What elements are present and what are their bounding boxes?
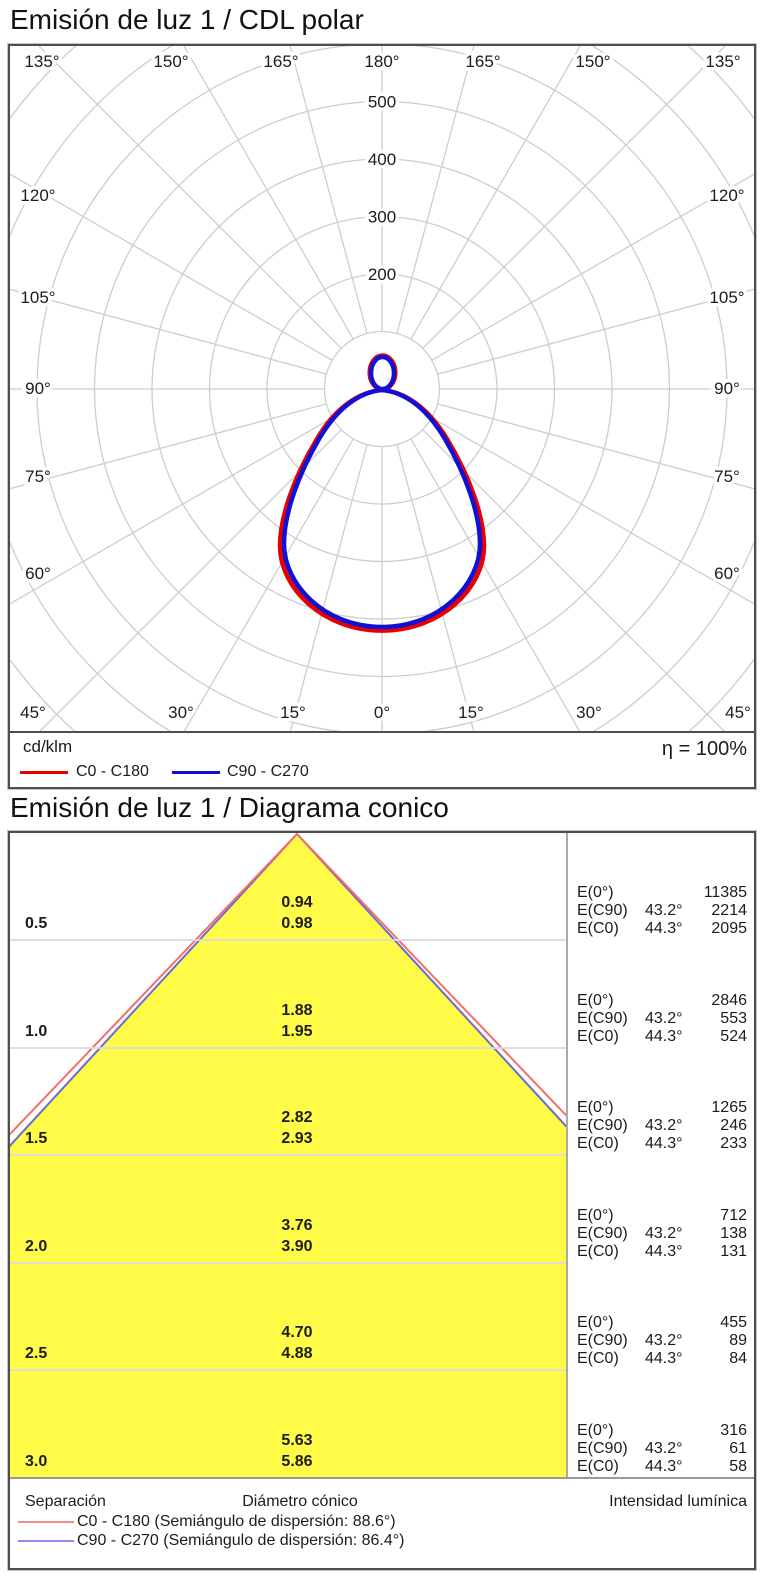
angle-label: 150° bbox=[153, 52, 188, 71]
angle-label: 60° bbox=[714, 564, 740, 583]
separation-label: 1.5 bbox=[25, 1130, 48, 1147]
ring-label-300: 300 bbox=[368, 208, 396, 227]
legend-label-c90: C90 - C270 bbox=[227, 763, 309, 780]
cone-diameter-c0: 3.90 bbox=[281, 1238, 313, 1255]
cone-diameter-c0: 4.88 bbox=[281, 1345, 313, 1362]
angle-label: 135° bbox=[705, 52, 740, 71]
ring-label-200: 200 bbox=[368, 265, 396, 284]
cone-chart-title: Emisión de luz 1 / Diagrama conico bbox=[10, 792, 449, 823]
angle-label: 30° bbox=[576, 703, 602, 722]
cone-diameter-c90: 0.94 bbox=[281, 894, 313, 911]
angle-label: 15° bbox=[280, 703, 306, 722]
polar-grid-rays bbox=[10, 46, 754, 731]
e0-label: E(0°) bbox=[577, 884, 614, 901]
polar-chart-box: 200 300 400 500 135° 150° 165° 180° 165°… bbox=[7, 43, 757, 790]
angle-label: 150° bbox=[575, 52, 610, 71]
angle-label: 165° bbox=[263, 52, 298, 71]
angle-label: 75° bbox=[714, 467, 740, 486]
illuminance-block: E(0°) 11385 E(C90) 43.2° 2214 E(C0) 44.3° 209… bbox=[577, 884, 747, 938]
angle-label: 0° bbox=[374, 703, 390, 722]
angle-label: 135° bbox=[24, 52, 59, 71]
cone-diameter-c0: 5.86 bbox=[281, 1453, 313, 1470]
legend-label-c0: C0 - C180 bbox=[76, 763, 149, 780]
cone-legend-label-c90: C90 - C270 (Semiángulo de dispersión: 86… bbox=[77, 1532, 405, 1549]
cone-legend-line-c0 bbox=[18, 1521, 74, 1523]
separation-label: 1.0 bbox=[25, 1023, 48, 1040]
polar-ring-labels: 200 300 400 500 bbox=[364, 89, 399, 288]
footer-diameter-header: Diámetro cónico bbox=[242, 1493, 358, 1510]
cone-panel-divider bbox=[566, 833, 568, 1479]
angle-label: 120° bbox=[20, 186, 55, 205]
cone-diameter-c90: 3.76 bbox=[281, 1217, 313, 1234]
ec0-value: 2095 bbox=[711, 920, 747, 937]
separation-label: 0.5 bbox=[25, 915, 48, 932]
polar-chart: 200 300 400 500 135° 150° 165° 180° 165°… bbox=[10, 46, 754, 731]
cone-separation-gridlines bbox=[10, 939, 566, 1371]
cone-diameter-c90: 5.63 bbox=[281, 1432, 313, 1449]
angle-label: 75° bbox=[25, 467, 51, 486]
angle-label: 45° bbox=[20, 703, 46, 722]
cone-diameter-c90: 1.88 bbox=[281, 1002, 313, 1019]
angle-label: 45° bbox=[725, 703, 751, 722]
illuminance-block: E(0°) 712 E(C90) 43.2° 138 E(C0) 44.3° 131 bbox=[577, 1207, 747, 1260]
ec90-label: E(C90) bbox=[577, 902, 628, 919]
separation-label: 2.0 bbox=[25, 1238, 48, 1255]
cone-diameter-c90: 2.82 bbox=[281, 1109, 313, 1126]
illuminance-block: E(0°) 316 E(C90) 43.2° 61 E(C0) 44.3° 58 bbox=[577, 1422, 747, 1475]
footer-intensity-header: Intensidad lumínica bbox=[609, 1493, 747, 1510]
angle-label: 30° bbox=[168, 703, 194, 722]
cone-chart-box: 0.5 0.94 0.98 E(0°) 11385 E(C90) 43.2° 2214… bbox=[7, 830, 757, 1571]
polar-curve-c90-c270 bbox=[281, 354, 483, 630]
cone-bottom-rule bbox=[10, 1477, 754, 1479]
footer-separation-header: Separación bbox=[25, 1493, 106, 1510]
polar-unit-label: cd/klm bbox=[23, 737, 73, 756]
polar-eta-value: η = 100% bbox=[661, 738, 747, 760]
separation-label: 2.5 bbox=[25, 1345, 48, 1362]
polar-legend: cd/klm η = 100% C0 - C180 C90 - C270 bbox=[10, 731, 754, 787]
illuminance-block: E(0°) 2846 E(C90) 43.2° 553 E(C0) 44.3° 524 bbox=[577, 992, 747, 1045]
legend-line-c0 bbox=[20, 771, 68, 774]
angle-label: 165° bbox=[465, 52, 500, 71]
angle-label: 105° bbox=[20, 288, 55, 307]
cone-diameter-c90: 4.70 bbox=[281, 1324, 313, 1341]
ec90-value: 2214 bbox=[711, 902, 747, 919]
legend-line-c90 bbox=[172, 771, 220, 774]
angle-label: 90° bbox=[25, 379, 51, 398]
illuminance-block: E(0°) 455 E(C90) 43.2° 89 E(C0) 44.3° 84 bbox=[577, 1314, 747, 1367]
angle-label: 120° bbox=[709, 186, 744, 205]
angle-label: 105° bbox=[709, 288, 744, 307]
ec90-angle: 43.2° bbox=[645, 902, 683, 919]
cone-diameter-c0: 1.95 bbox=[281, 1023, 313, 1040]
cone-diagram bbox=[10, 833, 566, 1479]
ring-label-500: 500 bbox=[368, 93, 396, 112]
ring-label-400: 400 bbox=[368, 150, 396, 169]
e0-value: 11385 bbox=[703, 884, 747, 901]
ec0-label: E(C0) bbox=[577, 920, 619, 937]
illuminance-block: E(0°) 1265 E(C90) 43.2° 246 E(C0) 44.3° 233 bbox=[577, 1099, 747, 1152]
separation-label: 3.0 bbox=[25, 1453, 48, 1470]
cone-diameter-c0: 0.98 bbox=[281, 915, 313, 932]
cone-legend-line-c90 bbox=[18, 1540, 74, 1542]
cone-c90-area bbox=[10, 833, 566, 1479]
ec0-angle: 44.3° bbox=[645, 920, 683, 937]
angle-label: 180° bbox=[364, 52, 399, 71]
polar-angle-labels: 135° 150° 165° 180° 165° 150° 135° 120° … bbox=[17, 49, 754, 726]
polar-chart-title: Emisión de luz 1 / CDL polar bbox=[10, 4, 364, 35]
angle-label: 60° bbox=[25, 564, 51, 583]
cone-diameter-c0: 2.93 bbox=[281, 1130, 313, 1147]
angle-label: 90° bbox=[714, 379, 740, 398]
angle-label: 15° bbox=[458, 703, 484, 722]
cone-legend-label-c0: C0 - C180 (Semiángulo de dispersión: 88.… bbox=[77, 1513, 396, 1530]
